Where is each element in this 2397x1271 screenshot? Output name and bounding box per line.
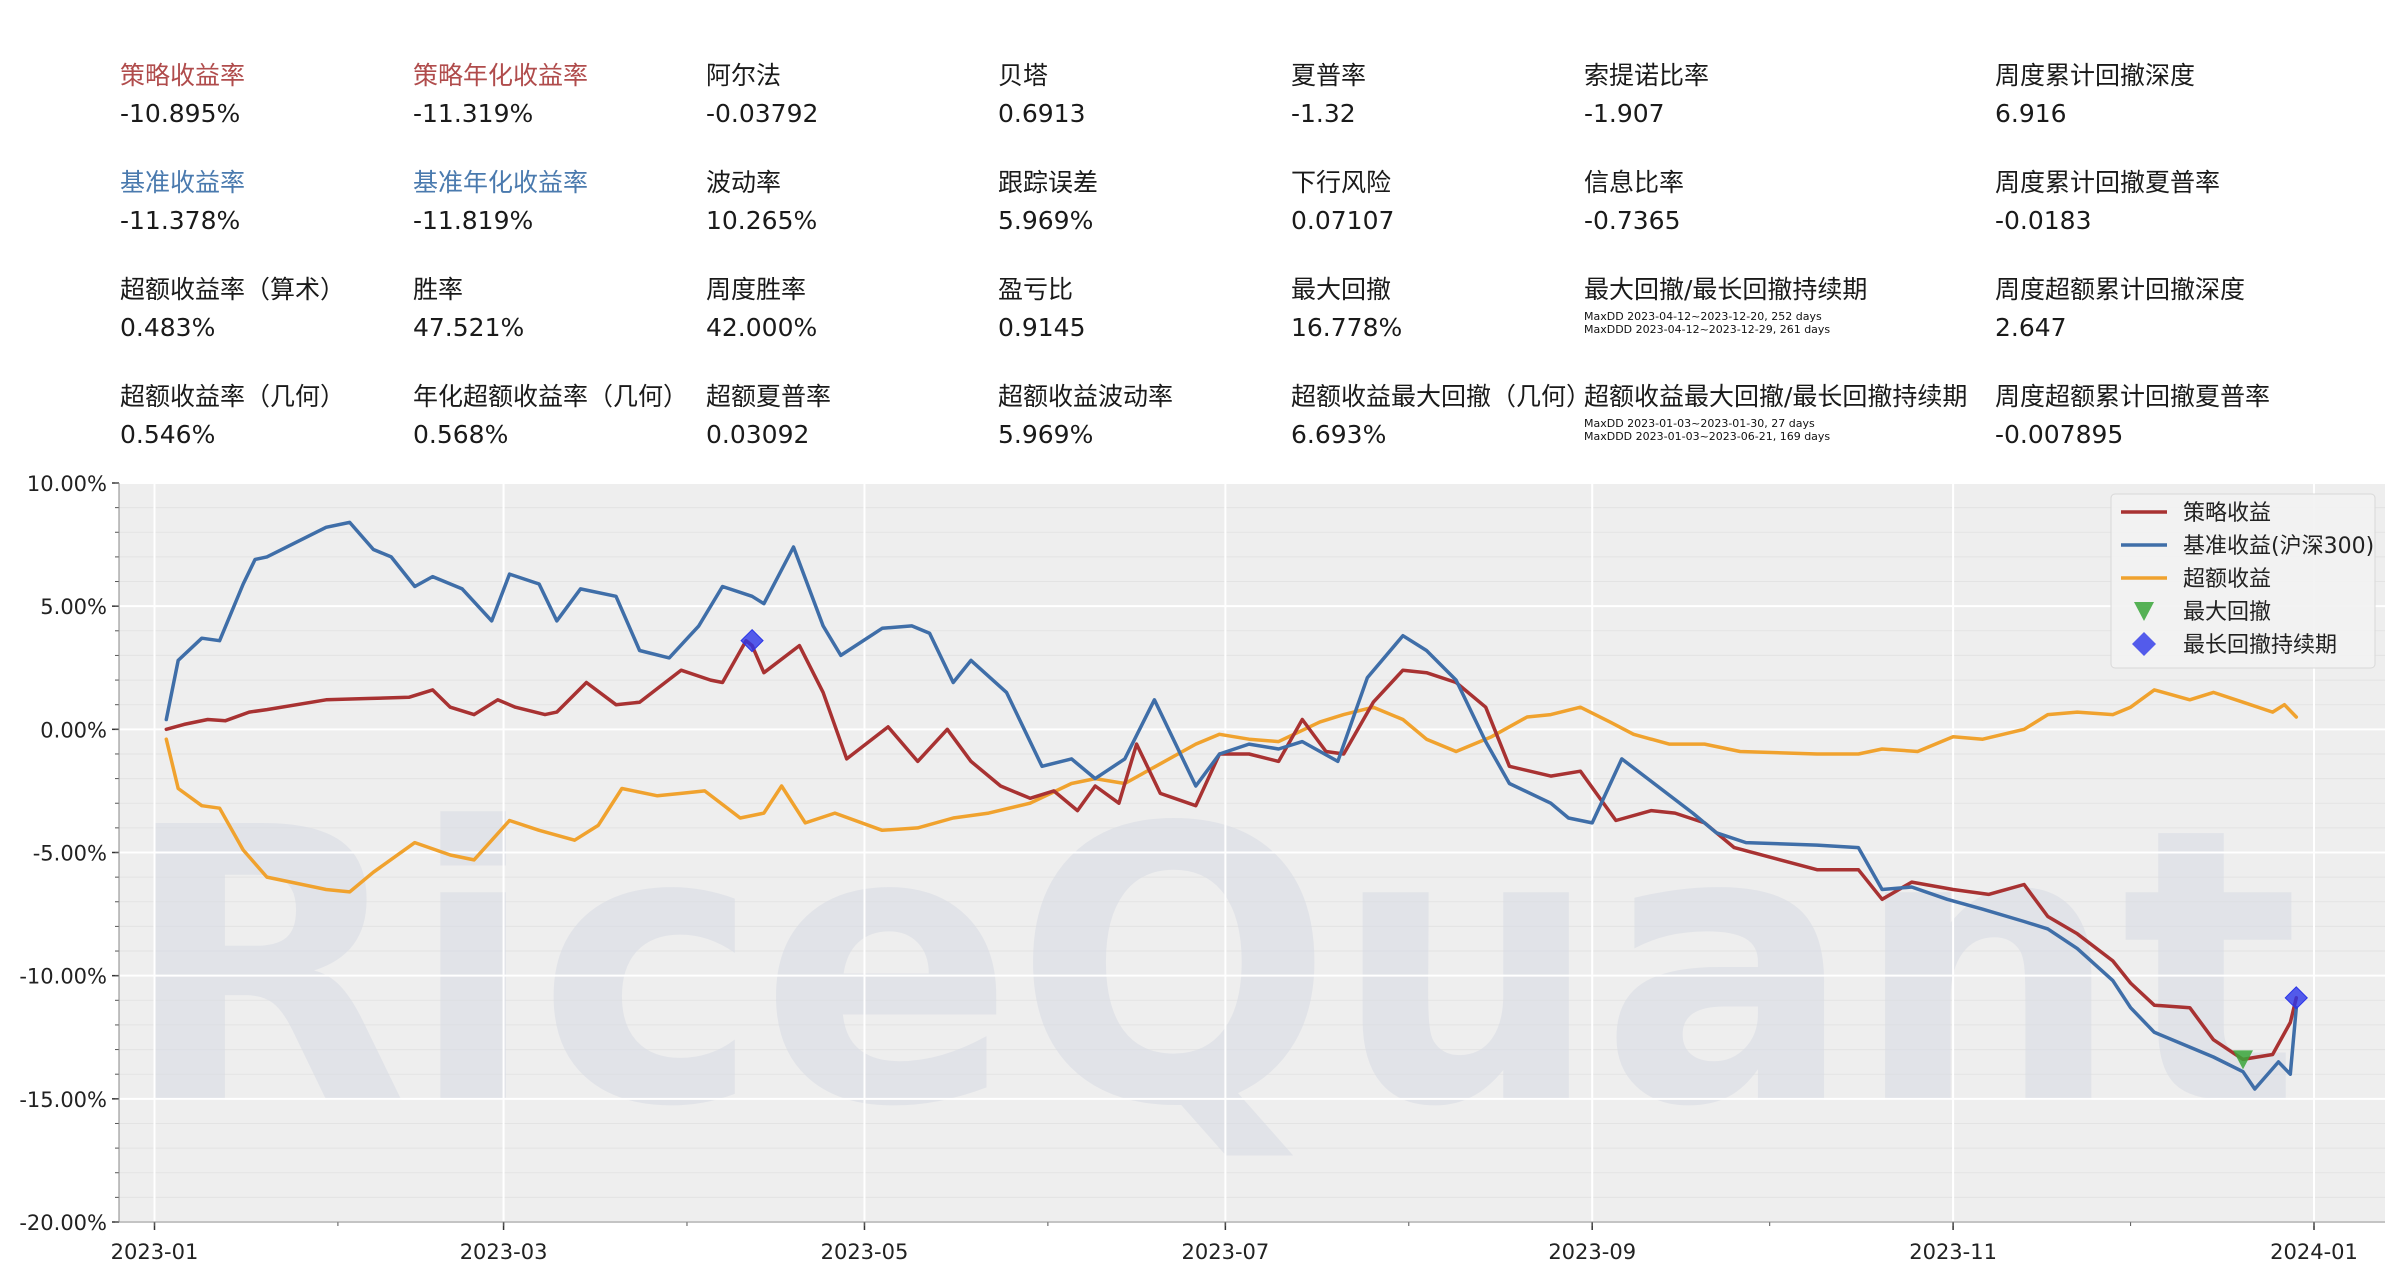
metric-value: 10.265% <box>706 206 818 235</box>
metric-value: 6.916 <box>1995 99 2067 128</box>
metric-label: 超额夏普率 <box>706 382 832 411</box>
metric-label: 波动率 <box>706 168 782 197</box>
y-tick-label: 10.00% <box>27 472 107 496</box>
metric-label: 超额收益率（算术） <box>120 275 346 304</box>
excess-return-line <box>164 688 2299 894</box>
metric-label: 周度胜率 <box>706 275 807 304</box>
metric-value: -0.0183 <box>1995 206 2092 235</box>
metric-note: MaxDD 2023-01-03~2023-01-30, 27 days <box>1584 417 1815 430</box>
metric-value: -0.03792 <box>706 99 819 128</box>
metric-label: 年化超额收益率（几何） <box>413 382 689 411</box>
legend-triangle-marker <box>2134 602 2154 621</box>
legend-label: 策略收益 <box>2183 501 2271 526</box>
y-tick-label: -20.00% <box>19 1211 107 1235</box>
metric-label: 阿尔法 <box>706 61 782 90</box>
legend-label: 最大回撤 <box>2183 600 2271 625</box>
metric-label: 超额收益波动率 <box>998 382 1174 411</box>
metric-value: -11.319% <box>413 99 534 128</box>
metric-value: 0.6913 <box>998 99 1086 128</box>
x-tick-label: 2023-01 <box>111 1240 199 1264</box>
metric-label: 策略收益率 <box>120 61 246 90</box>
legend-label: 超额收益 <box>2183 567 2271 592</box>
metric-label: 超额收益最大回撤（几何） <box>1291 382 1592 411</box>
watermark-text: RiceQuant <box>120 747 2300 1190</box>
metric-label: 夏普率 <box>1291 61 1367 90</box>
metric-value: 0.07107 <box>1291 206 1395 235</box>
x-tick-label: 2023-05 <box>821 1240 909 1264</box>
max-ddd-marker <box>740 628 764 653</box>
benchmark-return-line <box>164 520 2299 1091</box>
metric-label: 跟踪误差 <box>998 168 1099 197</box>
metric-value: -0.007895 <box>1995 420 2124 449</box>
y-tick-label: 5.00% <box>40 595 107 619</box>
metric-label: 周度超额累计回撤夏普率 <box>1995 382 2271 411</box>
metric-note: MaxDDD 2023-01-03~2023-06-21, 169 days <box>1584 430 1831 443</box>
metric-label: 最大回撤 <box>1291 275 1392 304</box>
metric-note: MaxDD 2023-04-12~2023-12-20, 252 days <box>1584 310 1822 323</box>
metric-value: 6.693% <box>1291 420 1387 449</box>
metric-label: 基准收益率 <box>120 168 246 197</box>
metric-value: 0.483% <box>120 313 216 342</box>
metric-value: 42.000% <box>706 313 818 342</box>
x-tick-label: 2023-07 <box>1182 1240 1270 1264</box>
metric-value: 47.521% <box>413 313 525 342</box>
legend-box <box>2110 493 2376 669</box>
max-drawdown-marker <box>2233 1050 2254 1070</box>
y-tick-label: 0.00% <box>40 718 107 742</box>
metric-label: 下行风险 <box>1291 168 1392 197</box>
metric-value: -1.907 <box>1584 99 1665 128</box>
metric-value: -1.32 <box>1291 99 1356 128</box>
x-tick-label: 2024-01 <box>2270 1240 2358 1264</box>
metric-value: 5.969% <box>998 206 1094 235</box>
metric-value: -10.895% <box>120 99 241 128</box>
legend-label: 基准收益(沪深300) <box>2183 534 2374 559</box>
y-tick-label: -15.00% <box>19 1088 107 1112</box>
x-tick-label: 2023-03 <box>460 1240 548 1264</box>
metric-value: 16.778% <box>1291 313 1403 342</box>
metric-value: 0.9145 <box>998 313 1086 342</box>
legend-label: 最长回撤持续期 <box>2183 633 2337 658</box>
metric-label: 策略年化收益率 <box>413 61 589 90</box>
x-tick-label: 2023-11 <box>1909 1240 1997 1264</box>
metric-value: 2.647 <box>1995 313 2067 342</box>
metric-label: 胜率 <box>413 275 464 304</box>
metric-value: 0.546% <box>120 420 216 449</box>
metric-value: 0.03092 <box>706 420 810 449</box>
legend-diamond-marker <box>2132 632 2156 656</box>
metric-label: 超额收益最大回撤/最长回撤持续期 <box>1584 382 1968 411</box>
metric-label: 超额收益率（几何） <box>120 382 346 411</box>
metric-label: 盈亏比 <box>998 275 1074 304</box>
max-ddd-marker <box>2284 986 2308 1010</box>
metric-value: -11.819% <box>413 206 534 235</box>
metric-label: 周度累计回撤夏普率 <box>1995 168 2221 197</box>
metric-value: 0.568% <box>413 420 509 449</box>
metric-value: 5.969% <box>998 420 1094 449</box>
metric-label: 贝塔 <box>998 61 1049 90</box>
metric-label: 索提诺比率 <box>1584 61 1710 90</box>
y-tick-label: -5.00% <box>33 842 107 866</box>
metric-label: 基准年化收益率 <box>413 168 589 197</box>
metric-label: 周度累计回撤深度 <box>1995 61 2196 90</box>
metric-note: MaxDDD 2023-04-12~2023-12-29, 261 days <box>1584 323 1831 336</box>
strategy-return-line <box>164 638 2299 1062</box>
y-tick-label: -10.00% <box>19 965 107 989</box>
metric-label: 周度超额累计回撤深度 <box>1995 275 2246 304</box>
metric-label: 信息比率 <box>1584 168 1685 197</box>
metric-value: -11.378% <box>120 206 241 235</box>
metric-value: -0.7365 <box>1584 206 1681 235</box>
metric-label: 最大回撤/最长回撤持续期 <box>1584 275 1868 304</box>
x-tick-label: 2023-09 <box>1548 1240 1636 1264</box>
